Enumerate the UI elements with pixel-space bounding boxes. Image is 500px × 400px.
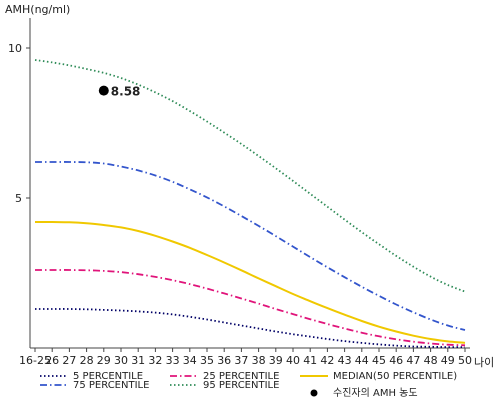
legend-swatch-patient-amh — [310, 389, 318, 397]
x-tick-label: 50 — [458, 354, 472, 367]
x-tick-label: 46 — [389, 354, 403, 367]
x-tick-label: 26 — [45, 354, 59, 367]
x-tick-label: 49 — [441, 354, 455, 367]
legend-label-median-50-percentile: MEDIAN(50 PERCENTILE) — [333, 371, 457, 382]
patient-amh-value-label: 8.58 — [111, 85, 141, 99]
y-ticks: 5 10 — [8, 42, 30, 205]
legend-label-patient-amh: 수진자의 AMH 농도 — [333, 387, 418, 399]
series-lines — [34, 59, 466, 349]
x-tick-label: 36 — [217, 354, 231, 367]
x-tick-label: 16-25 — [19, 354, 51, 367]
x-tick-label: 44 — [355, 354, 369, 367]
x-tick-label: 33 — [166, 354, 180, 367]
y-tick-label: 5 — [15, 192, 22, 205]
x-tick-label: 29 — [97, 354, 111, 367]
x-tick-label: 40 — [286, 354, 300, 367]
series-line-25-percentile — [35, 269, 466, 347]
series-line-75-percentile — [35, 161, 466, 331]
x-tick-label: 27 — [62, 354, 76, 367]
series-line-95-percentile — [34, 59, 466, 293]
x-tick-label: 35 — [200, 354, 214, 367]
x-tick-label: 48 — [424, 354, 438, 367]
legend-label-25-percentile: 25 PERCENTILE — [203, 371, 279, 382]
x-tick-label: 34 — [183, 354, 197, 367]
x-tick-label: 39 — [269, 354, 283, 367]
x-axis-title: 나이 — [474, 356, 494, 369]
x-tick-label: 45 — [372, 354, 386, 367]
series-line-median-50-percentile — [34, 220, 466, 344]
series-line-5-percentile — [35, 308, 466, 349]
x-tick-label: 28 — [80, 354, 94, 367]
x-tick-label: 32 — [148, 354, 162, 367]
x-tick-label: 41 — [303, 354, 317, 367]
x-tick-label: 31 — [131, 354, 145, 367]
legend: 5 PERCENTILE 25 PERCENTILE MEDIAN(50 PERCE… — [40, 371, 457, 399]
x-tick-label: 37 — [234, 354, 248, 367]
data-point-group: 8.58 — [98, 85, 141, 99]
patient-amh-point — [98, 85, 109, 96]
legend-label-75-percentile: 75 PERCENTILE — [73, 380, 149, 391]
x-tick-label: 43 — [338, 354, 352, 367]
legend-label-5-percentile: 5 PERCENTILE — [73, 371, 143, 382]
y-tick-label: 10 — [8, 42, 22, 55]
legend-label-95-percentile: 95 PERCENTILE — [203, 380, 279, 391]
x-tick-label: 42 — [320, 354, 334, 367]
x-tick-label: 38 — [252, 354, 266, 367]
y-axis-title: AMH(ng/ml) — [5, 3, 70, 16]
x-tick-label: 47 — [406, 354, 420, 367]
x-tick-label: 30 — [114, 354, 128, 367]
